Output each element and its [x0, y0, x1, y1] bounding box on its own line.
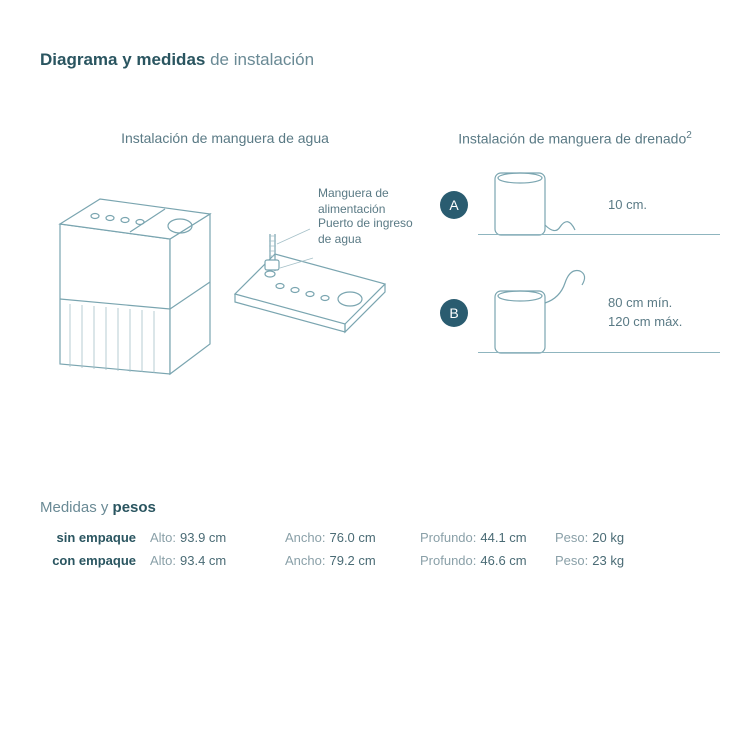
drain-option-a: A 10 cm.	[440, 165, 710, 245]
drain-b-diagram	[480, 263, 590, 363]
badge-a: A	[440, 191, 468, 219]
drain-a-label: 10 cm.	[608, 196, 647, 214]
drain-option-b: B 80 cm mín. 120 cm máx.	[440, 263, 710, 363]
measures-title-bold: pesos	[113, 499, 156, 516]
measure-row-con: con empaque Alto:93.4 cm Ancho:79.2 cm P…	[40, 553, 710, 568]
water-hose-title: Instalación de manguera de agua	[40, 130, 410, 146]
drain-b-label: 80 cm mín. 120 cm máx.	[608, 294, 682, 330]
row-label: sin empaque	[40, 530, 150, 545]
baseline-b	[478, 352, 720, 353]
measures-title: Medidas y pesos	[40, 499, 710, 516]
row-label: con empaque	[40, 553, 150, 568]
callout-feed-hose: Manguera de alimentación	[318, 186, 410, 217]
baseline-a	[478, 234, 720, 235]
badge-b: B	[440, 299, 468, 327]
diagram-section: Instalación de manguera de agua	[40, 130, 710, 399]
page-title: Diagrama y medidas de instalación	[40, 50, 710, 70]
drain-hose-title: Instalación de manguera de drenado2	[440, 130, 710, 147]
title-bold: Diagrama y medidas	[40, 50, 205, 69]
measures-title-light: Medidas y	[40, 499, 113, 516]
measure-row-sin: sin empaque Alto:93.9 cm Ancho:76.0 cm P…	[40, 530, 710, 545]
callout-inlet-port: Puerto de ingreso de agua	[318, 216, 428, 247]
title-light: de instalación	[205, 50, 314, 69]
drain-hose-column: Instalación de manguera de drenado2 A 10…	[440, 130, 710, 399]
water-hose-column: Instalación de manguera de agua	[40, 130, 410, 399]
drain-a-diagram	[480, 165, 590, 245]
